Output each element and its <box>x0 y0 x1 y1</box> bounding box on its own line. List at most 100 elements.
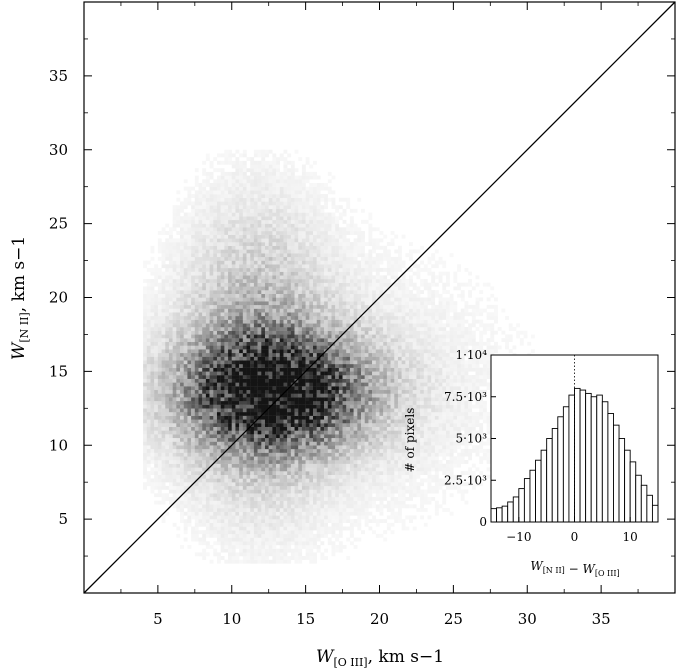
density-cell <box>309 471 314 475</box>
density-cell <box>220 245 225 250</box>
density-cell <box>261 301 266 306</box>
density-cell <box>268 205 273 210</box>
density-cell <box>235 522 240 527</box>
density-cell <box>176 323 181 328</box>
density-cell <box>253 208 258 213</box>
density-cell <box>161 323 166 328</box>
density-cell <box>320 242 325 246</box>
density-cell <box>157 389 162 394</box>
density-cell <box>250 522 255 527</box>
density-cell <box>187 544 192 549</box>
density-cell <box>294 363 299 368</box>
density-cell <box>261 256 266 261</box>
density-cell <box>154 349 159 354</box>
density-cell <box>327 437 332 442</box>
density-cell <box>305 256 310 261</box>
density-cell <box>298 249 303 254</box>
density-cell <box>213 341 218 346</box>
density-cell <box>183 227 188 232</box>
density-cell <box>250 556 255 560</box>
density-cell <box>194 334 199 339</box>
density-cell <box>224 190 229 195</box>
density-cell <box>279 157 284 162</box>
density-cell <box>279 485 284 490</box>
density-cell <box>250 460 255 464</box>
density-cell <box>202 389 207 394</box>
density-cell <box>287 216 292 221</box>
density-cell <box>143 319 147 324</box>
density-cell <box>183 186 188 191</box>
density-cell <box>261 415 266 420</box>
density-cell <box>220 334 225 339</box>
density-cell <box>294 448 299 453</box>
density-cell <box>242 382 247 387</box>
density-cell <box>231 363 236 368</box>
density-cell <box>313 197 317 202</box>
density-cell <box>250 267 255 272</box>
density-cell <box>231 308 236 313</box>
density-cell <box>316 205 321 210</box>
density-cell <box>320 375 325 379</box>
density-cell <box>168 467 173 472</box>
density-cell <box>279 404 284 409</box>
density-cell <box>220 219 225 224</box>
density-cell <box>150 297 155 302</box>
density-cell <box>313 319 317 324</box>
density-cell <box>228 508 232 512</box>
density-cell <box>176 242 181 246</box>
density-cell <box>327 227 332 232</box>
density-cell <box>316 297 321 302</box>
density-cell <box>324 356 328 361</box>
density-cell <box>242 508 247 512</box>
density-cell <box>143 349 147 354</box>
density-cell <box>279 171 284 176</box>
density-cell <box>194 489 199 494</box>
density-cell <box>191 323 196 328</box>
density-cell <box>327 249 332 254</box>
density-cell <box>172 341 177 346</box>
density-cell <box>287 489 292 494</box>
density-cell <box>213 511 218 516</box>
density-cell <box>143 304 147 309</box>
density-cell <box>309 519 314 524</box>
density-cell <box>202 467 207 472</box>
density-cell <box>320 267 325 272</box>
density-cell <box>191 256 196 261</box>
density-cell <box>305 238 310 243</box>
density-cell <box>216 375 221 379</box>
density-cell <box>239 430 244 435</box>
density-cell <box>176 256 181 261</box>
density-cell <box>268 463 273 468</box>
density-cell <box>194 533 199 538</box>
density-cell <box>176 371 181 376</box>
density-cell <box>220 308 225 313</box>
density-cell <box>180 382 184 387</box>
density-cell <box>301 293 306 298</box>
density-cell <box>239 338 244 343</box>
density-cell <box>220 349 225 354</box>
density-cell <box>235 245 240 250</box>
density-cell <box>261 267 266 272</box>
density-cell <box>313 279 317 283</box>
density-cell <box>202 330 207 335</box>
density-cell <box>309 430 314 435</box>
density-cell <box>165 253 170 258</box>
density-cell <box>213 445 218 450</box>
density-cell <box>257 267 262 272</box>
density-cell <box>246 397 251 402</box>
density-cell <box>194 168 199 173</box>
density-cell <box>301 404 306 409</box>
density-cell <box>154 430 159 435</box>
density-cell <box>198 415 203 420</box>
density-cell <box>309 511 314 516</box>
density-cell <box>331 493 336 498</box>
density-cell <box>150 441 155 446</box>
density-cell <box>216 463 221 468</box>
density-cell <box>202 286 207 291</box>
density-cell <box>231 286 236 291</box>
density-cell <box>268 279 273 283</box>
density-cell <box>324 301 328 306</box>
density-cell <box>198 412 203 416</box>
density-cell <box>294 441 299 446</box>
density-cell <box>246 293 251 298</box>
